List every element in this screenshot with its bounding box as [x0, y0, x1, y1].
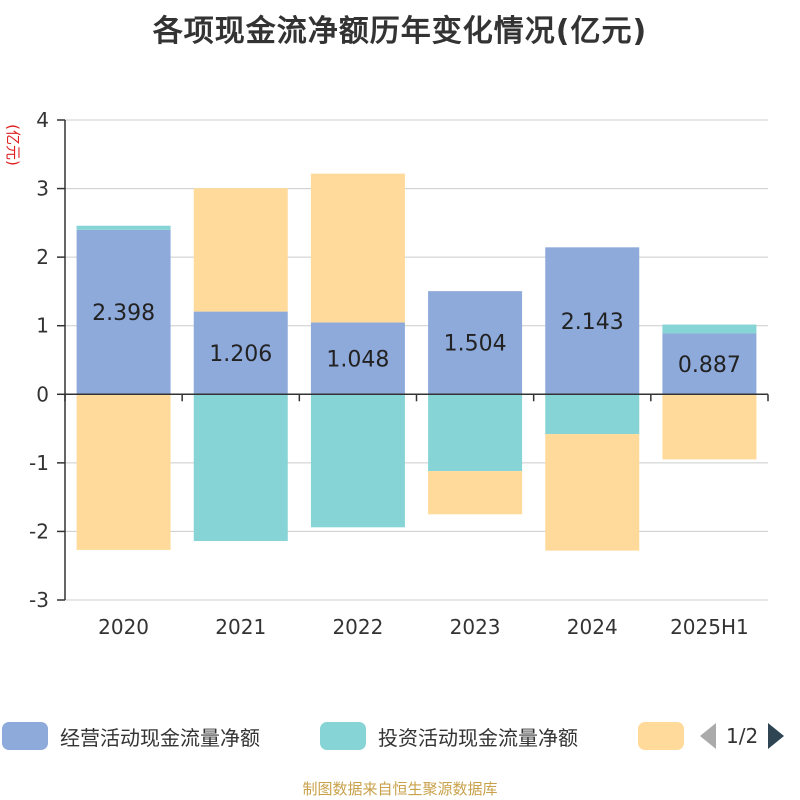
bar-1-2024[interactable]	[545, 394, 640, 435]
legend-page-indicator: 1/2	[726, 724, 759, 748]
data-label-2020: 2.398	[92, 301, 155, 326]
y-tick-label: 4	[36, 108, 49, 132]
bar-1-2020[interactable]	[76, 225, 171, 230]
bar-1-2023[interactable]	[428, 394, 523, 472]
data-label-2024: 2.143	[561, 310, 624, 335]
legend-item-operating[interactable]: 经营活动现金流量净额	[2, 720, 260, 752]
bar-1-2022[interactable]	[310, 394, 405, 528]
bar-0-2024[interactable]	[545, 247, 640, 395]
bar-2-2020[interactable]	[76, 394, 171, 550]
x-tick-label: 2022	[332, 615, 383, 639]
bar-layer	[76, 173, 757, 551]
legend-label-operating: 经营活动现金流量净额	[60, 725, 260, 750]
legend-label-investing: 投资活动现金流量净额	[378, 725, 578, 750]
source-note: 制图数据来自恒生聚源数据库	[302, 780, 498, 798]
legend: 经营活动现金流量净额 投资活动现金流量净额 1/2	[0, 716, 800, 756]
bar-2-2025H1[interactable]	[662, 394, 757, 460]
legend-prev-page-icon[interactable]	[700, 723, 716, 749]
x-tick-label: 2021	[215, 615, 266, 639]
bar-0-2023[interactable]	[428, 291, 523, 395]
legend-next-page-icon[interactable]	[768, 723, 785, 749]
y-tick-label: -2	[29, 519, 49, 543]
bar-0-2022[interactable]	[310, 322, 405, 395]
bar-0-2025H1[interactable]	[662, 333, 757, 395]
bar-2-2022[interactable]	[310, 173, 405, 323]
data-label-2022: 1.048	[326, 347, 389, 372]
bar-2-2024[interactable]	[545, 434, 640, 551]
y-tick-label: 1	[36, 314, 49, 338]
legend-item-financing[interactable]	[638, 720, 696, 752]
chart-title: 各项现金流净额历年变化情况(亿元)	[152, 14, 648, 49]
bar-1-2025H1[interactable]	[662, 324, 757, 334]
y-tick-label: 3	[36, 177, 49, 201]
data-label-2025H1: 0.887	[678, 353, 741, 378]
bar-0-2020[interactable]	[76, 229, 171, 395]
x-tick-label: 2020	[98, 615, 149, 639]
y-tick-label: 2	[36, 245, 49, 269]
legend-swatch-operating	[2, 722, 48, 750]
grid-layer	[65, 119, 768, 601]
bar-2-2021[interactable]	[193, 188, 288, 312]
y-tick-label: 0	[36, 382, 49, 406]
data-label-2021: 1.206	[209, 342, 272, 367]
bar-2-2023[interactable]	[428, 471, 523, 515]
label-layer: 2.398 1.206 1.048 1.504 2.143 0.887	[92, 301, 741, 378]
x-tick-label: 2024	[567, 615, 618, 639]
data-label-2023: 1.504	[444, 332, 507, 357]
y-tick-label: -3	[29, 588, 49, 612]
y-tick-label: -1	[29, 451, 49, 475]
y-axis-label: (亿元)	[4, 124, 22, 166]
x-tick-label: 2025H1	[670, 615, 749, 639]
legend-item-investing[interactable]: 投资活动现金流量净额	[320, 720, 578, 752]
x-tick-label: 2023	[450, 615, 501, 639]
axis-layer: -3 -2 -1 0 1 2 3 4 2020 2021 2022 2023 2024 2025H1	[29, 108, 769, 639]
legend-swatch-financing	[638, 722, 684, 750]
bar-1-2021[interactable]	[193, 394, 288, 542]
legend-swatch-investing	[320, 722, 366, 750]
bar-0-2021[interactable]	[193, 311, 288, 395]
legend-pager: 1/2	[700, 716, 785, 756]
